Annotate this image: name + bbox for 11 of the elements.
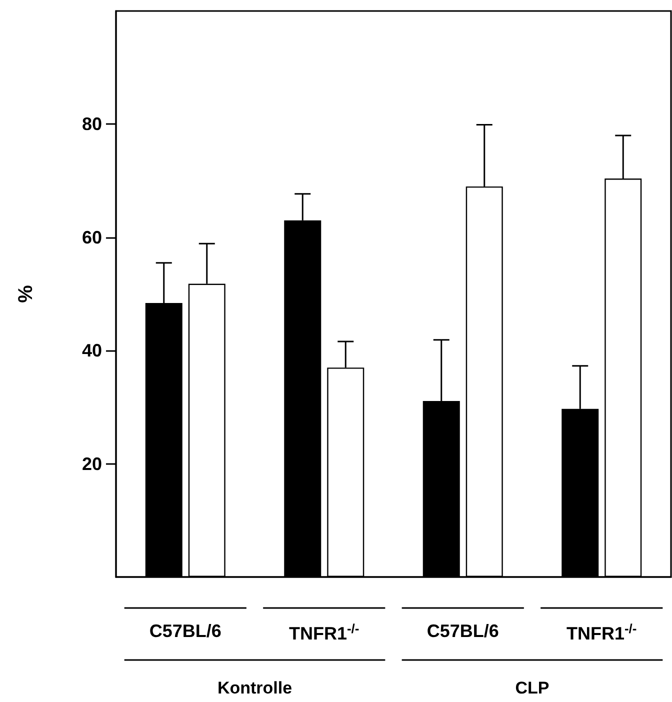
y-tick-label: 60 [82,227,102,248]
text: CLP [515,678,550,698]
y-axis-title: % [15,284,37,303]
y-tick-label: 40 [82,340,102,361]
y-tick-label: 20 [82,454,102,474]
x-tick-label: TNFR1-/- [566,621,637,644]
y-tick-label: 80 [82,114,102,134]
text: Kontrolle [217,678,292,698]
x-tick-label: C57BL/6 [149,621,222,641]
x-tick-label: C57BL/6 [426,621,499,641]
x-tick-label: TNFR1-/- [288,621,360,644]
